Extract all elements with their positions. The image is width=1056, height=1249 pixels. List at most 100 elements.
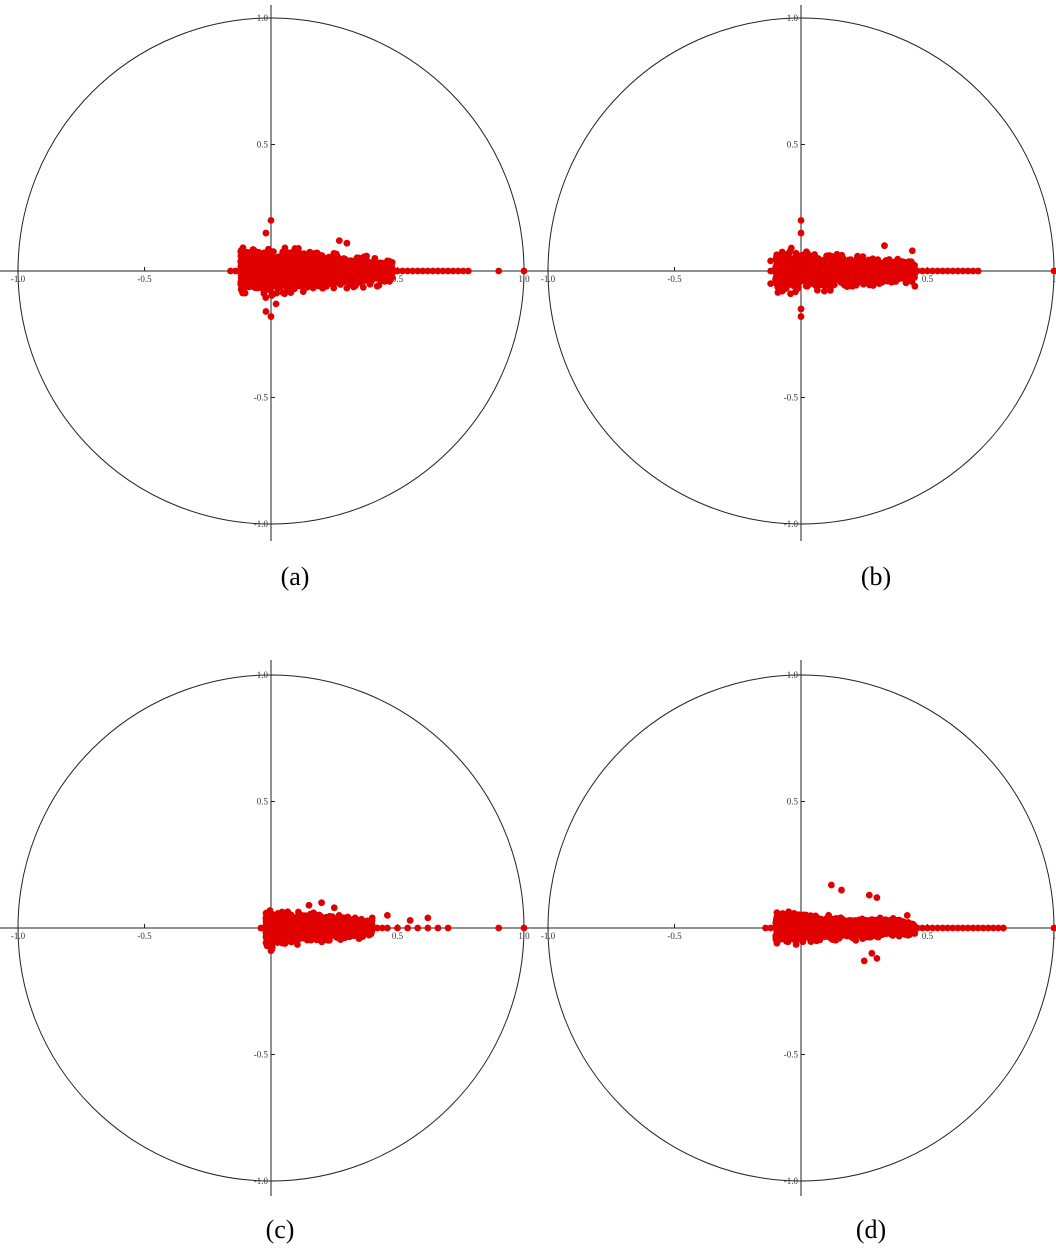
panel-a-eigenvalue-point [279, 289, 287, 297]
panel-a-eigenvalue-point [370, 262, 377, 270]
panel-a-eigenvalue-point [262, 253, 270, 260]
panel-b-eigenvalue-point [908, 247, 916, 255]
panel-c-y-tick-label: -1.0 [254, 1176, 269, 1186]
panel-a-eigenvalue-point [367, 269, 375, 277]
panel-a-eigenvalue-point [232, 267, 239, 275]
panel-b-eigenvalue-point [778, 280, 786, 288]
panel-a-eigenvalue-point [343, 284, 351, 292]
panel-b-eigenvalue-point [803, 271, 811, 279]
panel-d-y-tick-label: -1.0 [784, 1176, 799, 1186]
panel-a-eigenvalue-point [262, 229, 270, 237]
panel-a-eigenvalue-point [316, 279, 324, 287]
panel-a-eigenvalue-point [282, 249, 289, 257]
panel-a-eigenvalue-point [279, 259, 287, 267]
panel-b-eigenvalue-point [767, 267, 775, 275]
panel-b-eigenvalue-point [883, 260, 891, 268]
panel-c-eigenvalue-point [318, 899, 325, 907]
panel-a-eigenvalue-point [404, 267, 412, 275]
panel-b-x-tick-label: -0.5 [667, 274, 682, 284]
panel-b-eigenvalue-point [797, 217, 805, 224]
panel-a-eigenvalue-point [373, 282, 381, 290]
panel-a-eigenvalue-point [419, 267, 427, 275]
panel-b-eigenvalue-point [793, 285, 801, 293]
panel-a-eigenvalue-point [495, 267, 503, 275]
panel-a-eigenvalue-point [261, 286, 269, 294]
panel-d-y-tick-label: 0.5 [787, 797, 799, 807]
panel-b-x-tick-label: -1.0 [541, 274, 556, 284]
panel-a-eigenvalue-point [361, 262, 368, 270]
panel-b-eigenvalue-point [860, 280, 867, 288]
panel-c-eigenvalue-point [267, 947, 275, 955]
panel-a-eigenvalue-point [388, 262, 395, 270]
panel-b-eigenvalue-point [795, 257, 802, 265]
panel-c-eigenvalue-point [322, 913, 330, 921]
panel-b-eigenvalue-point [810, 256, 818, 264]
panel-a-eigenvalue-point [237, 247, 245, 254]
panel-a-eigenvalue-point [267, 259, 275, 267]
panel-b-eigenvalue-point [911, 282, 919, 290]
panel-b-eigenvalue-point [797, 313, 805, 320]
panel-c-eigenvalue-point [378, 924, 386, 932]
panel-a-eigenvalue-point [299, 264, 306, 272]
panel-a-y-tick-label: 0.5 [257, 140, 269, 150]
panel-a-eigenvalue-point [227, 267, 234, 275]
panel-a-eigenvalue-point [307, 253, 315, 261]
panel-a-eigenvalue-point [297, 277, 305, 285]
panel-b-eigenvalue-point [778, 265, 786, 273]
panel-d-y-tick-label: 1.0 [787, 670, 799, 680]
panel-a-y-tick-label: 1.0 [257, 13, 269, 23]
panel-c-eigenvalue-point [306, 910, 314, 918]
panel-a-eigenvalue-point [288, 263, 296, 271]
panel-c-y-tick-label: 0.5 [257, 797, 269, 807]
panel-a-y-tick-label: -0.5 [254, 393, 269, 403]
panel-a-eigenvalue-point [345, 276, 353, 283]
panel-b-eigenvalue-point [864, 268, 871, 276]
panel-c-eigenvalue-point [303, 926, 311, 934]
panel-b-eigenvalue-point [898, 264, 906, 272]
panel-a-x-tick-label: -1.0 [11, 274, 26, 284]
panel-a-eigenvalue-point [459, 267, 467, 275]
panel-a-eigenvalue-point [309, 264, 317, 272]
panel-b-eigenvalue-point [815, 271, 823, 279]
panel-c-eigenvalue-point [520, 924, 528, 932]
panel-c-eigenvalue-point [308, 936, 315, 943]
panel-d-x-tick-label: 1 [1052, 931, 1056, 941]
panel-c-eigenvalue-point [323, 928, 331, 936]
panel-a-eigenvalue-point [331, 260, 339, 268]
panel-b-plot: -1.0 -0.5 0.5 11.00.5-0.5-1.0 [530, 5, 1056, 541]
panel-c-eigenvalue-point [305, 901, 313, 909]
panel-c-eigenvalue-point [288, 932, 296, 940]
panel-a-eigenvalue-point [429, 267, 437, 275]
panel-b-eigenvalue-point [904, 277, 911, 284]
panel-c-eigenvalue-point [368, 914, 376, 922]
panel-c-x-tick-label: 0.5 [392, 931, 404, 941]
panel-c-eigenvalue-point [257, 924, 265, 932]
panel-b-eigenvalue-point [820, 287, 828, 295]
panel-a-eigenvalue-point [335, 237, 343, 245]
panel-b-eigenvalue-point [797, 229, 805, 237]
panel-c-eigenvalue-point [343, 926, 351, 934]
panel-c-eigenvalue-point [383, 924, 391, 932]
panel-a-eigenvalue-point [322, 268, 330, 276]
panel-a-eigenvalue-point [302, 271, 310, 279]
panel-b-eigenvalue-point [934, 267, 942, 275]
panel-c-eigenvalue-point [309, 918, 317, 926]
panel-c-eigenvalue-point [434, 924, 442, 932]
panel-b-eigenvalue-point [787, 279, 795, 287]
panel-c-eigenvalue-point [294, 941, 301, 948]
panel-b-eigenvalue-point [767, 280, 775, 288]
panel-b-eigenvalue-point [857, 254, 865, 262]
panel-a-eigenvalue-point [267, 217, 275, 224]
panel-b-eigenvalue-point [924, 267, 931, 275]
panel-c-eigenvalue-point [266, 921, 273, 929]
panel-a-eigenvalue-point [252, 248, 260, 256]
panel-c-eigenvalue-point [424, 914, 432, 922]
panel-b-eigenvalue-point [802, 282, 810, 290]
panel-a-eigenvalue-point [424, 267, 432, 275]
panel-c-eigenvalue-point [334, 922, 342, 930]
panel-b-y-tick-label: 1.0 [787, 13, 799, 23]
panel-a-eigenvalue-point [344, 263, 351, 271]
panel-a-eigenvalue-point [381, 277, 389, 285]
panel-d-points [762, 881, 1056, 965]
